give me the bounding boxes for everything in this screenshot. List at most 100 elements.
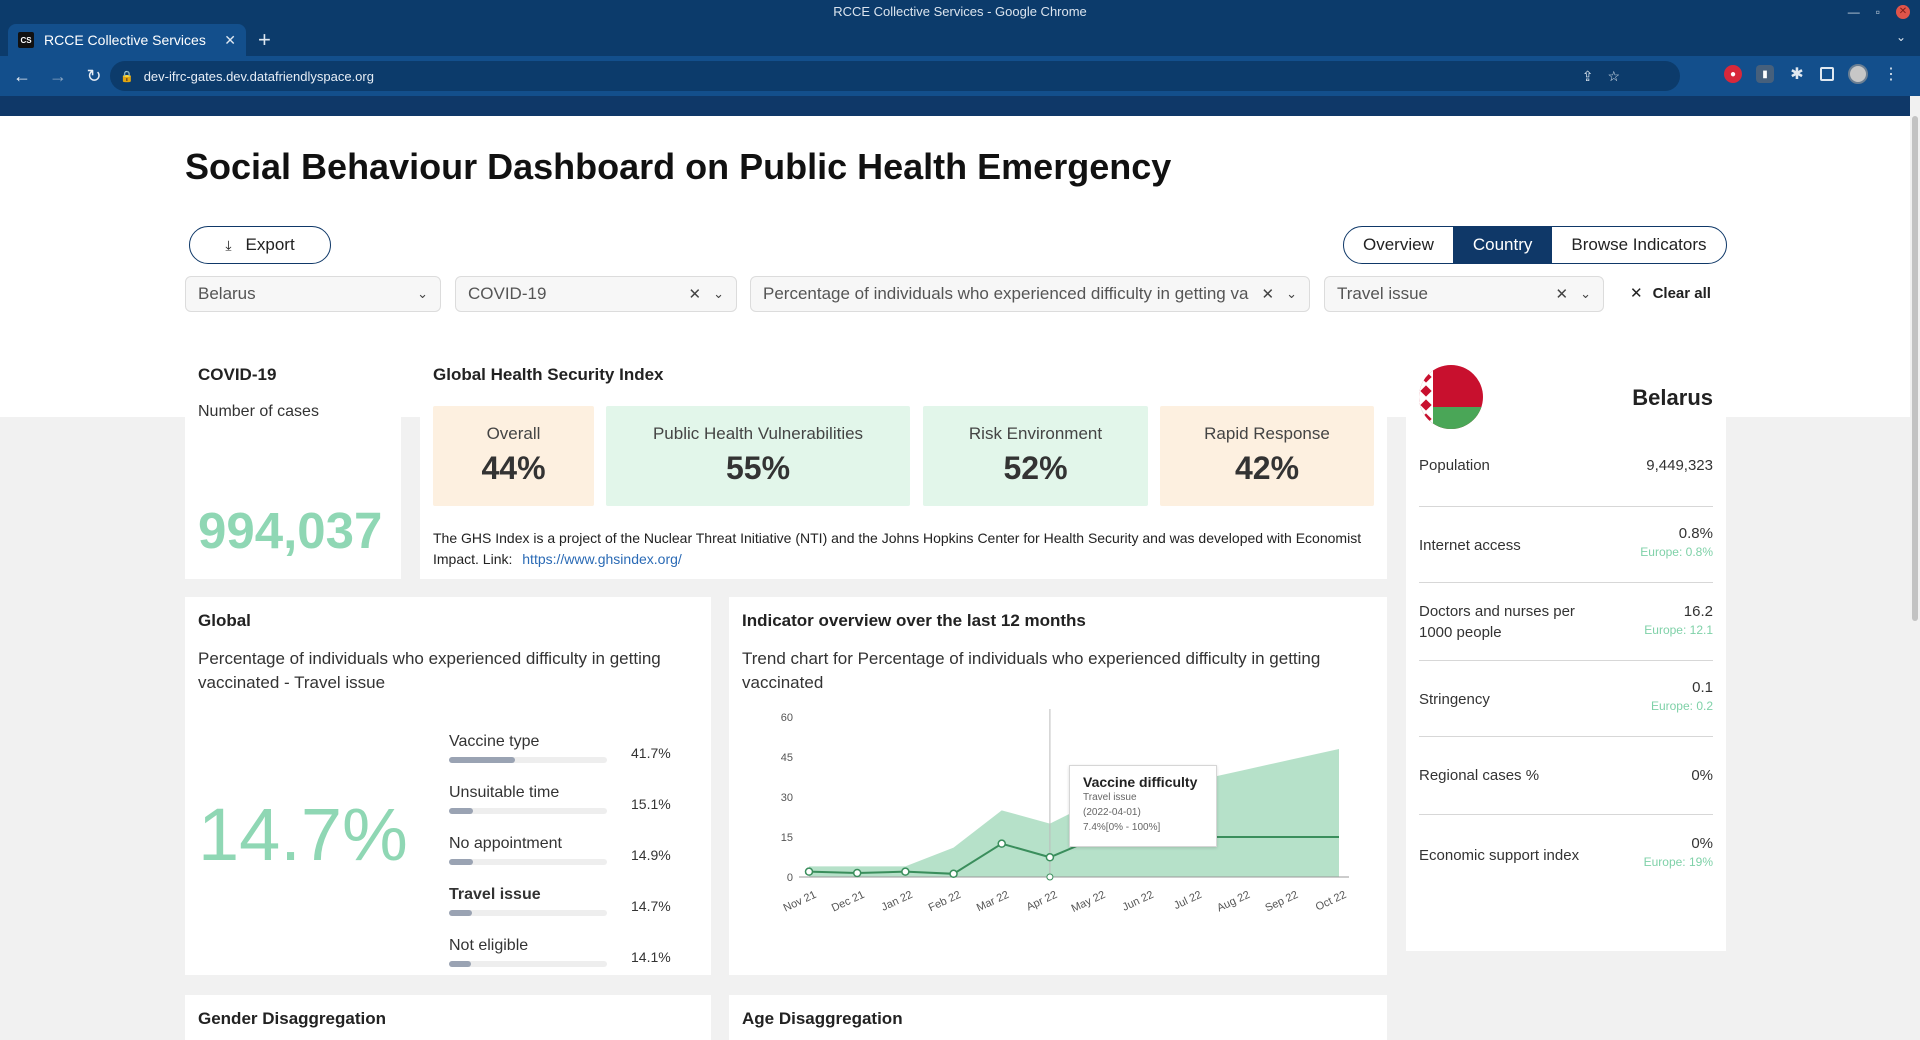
chevron-down-icon[interactable]: ⌄	[417, 286, 428, 301]
subvariable-select[interactable]: Travel issue ✕ ⌄	[1324, 276, 1604, 312]
forward-icon[interactable]: →	[49, 65, 67, 86]
close-window-icon[interactable]: ✕	[1896, 5, 1910, 19]
age-card-title: Age Disaggregation	[742, 1009, 903, 1028]
bar-track	[449, 859, 607, 865]
back-icon[interactable]: ←	[13, 65, 31, 86]
gender-card-title: Gender Disaggregation	[198, 1009, 386, 1028]
ghs-tile-value: 52%	[1003, 450, 1068, 486]
clear-emergency-icon[interactable]: ✕	[688, 286, 702, 303]
ghs-tile-risk-environment: Risk Environment 52%	[923, 406, 1148, 506]
tab-overview[interactable]: Overview	[1344, 227, 1454, 263]
country-select[interactable]: Belarus ⌄	[185, 276, 441, 312]
covid-card-title: COVID-19	[198, 365, 277, 384]
bar-track	[449, 808, 607, 814]
tooltip-line: 7.4%[0% - 100%]	[1083, 822, 1161, 833]
side-panel-icon[interactable]	[1820, 67, 1834, 81]
extensions-puzzle-icon[interactable]: ✱	[1790, 66, 1804, 83]
bar-value: 14.1%	[631, 949, 671, 965]
bar-label: Not eligible	[449, 937, 529, 954]
country-row-economic-support: Economic support index 0% Europe: 19%	[1419, 815, 1713, 891]
address-bar[interactable]: 🔒 dev-ifrc-gates.dev.datafriendlyspace.o…	[110, 61, 1680, 91]
bar-label: No appointment	[449, 835, 562, 852]
clear-all-button[interactable]: ✕ Clear all	[1630, 284, 1711, 302]
bookmark-star-icon[interactable]: ☆	[1607, 67, 1620, 84]
country-row-internet: Internet access 0.8% Europe: 0.8%	[1419, 507, 1713, 583]
bar-value: 14.7%	[631, 898, 671, 914]
view-tabs: Overview Country Browse Indicators	[1343, 226, 1727, 264]
scrollbar-thumb[interactable]	[1912, 116, 1918, 621]
x-tick-label: Nov 21	[782, 889, 819, 915]
chevron-down-icon[interactable]: ⌄	[713, 286, 724, 301]
row-value: 9,449,323	[1646, 457, 1713, 474]
ghs-tile-value: 44%	[481, 450, 546, 486]
extension-red-icon[interactable]: ●	[1724, 65, 1742, 83]
data-point	[949, 869, 958, 879]
bar-track	[449, 910, 607, 916]
x-tick-label: May 22	[1070, 889, 1108, 915]
chevron-down-icon[interactable]: ⌄	[1580, 286, 1591, 301]
covid-cases-card: COVID-19 Number of cases 994,037	[185, 351, 401, 579]
line-series	[808, 836, 1339, 875]
ghs-tile-label: Public Health Vulnerabilities	[652, 424, 864, 443]
ghs-tile-label: Risk Environment	[968, 424, 1103, 443]
y-tick-label: 15	[781, 832, 793, 844]
data-point	[1046, 873, 1054, 881]
data-point	[997, 839, 1006, 848]
bar-fill	[449, 859, 473, 865]
restore-icon[interactable]: ▫	[1875, 5, 1880, 19]
ghs-tile-label: Overall	[486, 424, 541, 443]
browser-tab[interactable]: CS RCCE Collective Services ✕	[8, 24, 246, 56]
window-controls: — ▫ ✕	[1848, 0, 1910, 24]
chevron-down-icon[interactable]: ⌄	[1286, 286, 1297, 301]
x-tick-label: Feb 22	[927, 889, 963, 914]
clear-indicator-icon[interactable]: ✕	[1261, 286, 1275, 303]
bar-fill	[449, 961, 472, 967]
belarus-flag-icon	[1419, 365, 1483, 429]
global-indicator-card: Global Percentage of individuals who exp…	[185, 597, 711, 975]
export-button[interactable]: ⤓ Export	[189, 226, 331, 264]
tab-search-icon[interactable]: ⌄	[1895, 30, 1906, 44]
x-tick-label: Apr 22	[1025, 889, 1059, 914]
y-tick-label: 0	[787, 872, 793, 884]
extension-shield-icon[interactable]: ▮	[1756, 65, 1774, 83]
tab-country[interactable]: Country	[1453, 227, 1553, 263]
indicator-select-value: Percentage of individuals who experience…	[763, 284, 1249, 303]
country-row-stringency: Stringency 0.1 Europe: 0.2	[1419, 661, 1713, 737]
clear-subvariable-icon[interactable]: ✕	[1555, 286, 1569, 303]
country-row-regional-cases: Regional cases % 0%	[1419, 737, 1713, 815]
x-tick-label: Jul 22	[1172, 889, 1204, 912]
y-tick-label: 60	[781, 712, 793, 724]
minimize-icon[interactable]: —	[1847, 5, 1860, 19]
menu-kebab-icon[interactable]: ⋮	[1883, 66, 1899, 83]
url-text[interactable]: dev-ifrc-gates.dev.datafriendlyspace.org	[143, 68, 374, 84]
window-title: RCCE Collective Services - Google Chrome	[833, 4, 1087, 19]
global-percentage: 14.7%	[198, 793, 408, 876]
row-label: Doctors and nurses per 1000 people	[1419, 603, 1575, 641]
extensions-area: ● ▮ ✱ ⋮	[1724, 64, 1900, 84]
reload-icon[interactable]: ↻	[86, 65, 102, 86]
trend-chart[interactable]: 0 15 30 45 60 Nov 21 Dec 21 Jan 22 Feb 22 Mar 22 A…	[729, 707, 1387, 975]
emergency-select[interactable]: COVID-19 ✕ ⌄	[455, 276, 737, 312]
new-tab-icon[interactable]: +	[258, 27, 271, 52]
data-point	[852, 868, 862, 878]
profile-avatar-icon[interactable]	[1848, 64, 1868, 84]
bar-fill	[449, 910, 473, 916]
x-tick-label: Jun 22	[1121, 889, 1156, 914]
bar-value: 41.7%	[631, 745, 671, 761]
share-icon[interactable]: ⇪	[1581, 67, 1594, 84]
ghs-link[interactable]: https://www.ghsindex.org/	[522, 551, 682, 567]
x-tick-label: Jan 22	[880, 889, 915, 914]
browser-toolbar: ← → ↻ 🔒 dev-ifrc-gates.dev.datafriendlys…	[0, 56, 1920, 96]
page-scrollbar[interactable]	[1910, 96, 1920, 1040]
bar-label: Travel issue	[449, 886, 541, 903]
ghs-tile-label: Rapid Response	[1204, 424, 1330, 443]
bar-value: 15.1%	[631, 796, 671, 812]
covid-case-count: 994,037	[198, 502, 383, 559]
tab-browse-indicators[interactable]: Browse Indicators	[1571, 235, 1707, 254]
lock-icon[interactable]: 🔒	[120, 70, 134, 83]
close-tab-icon[interactable]: ✕	[224, 31, 236, 48]
indicator-select[interactable]: Percentage of individuals who experience…	[750, 276, 1310, 312]
bar-fill	[449, 808, 473, 814]
list-item: No appointment 14.9%	[449, 835, 699, 883]
list-item: Not eligible 14.1%	[449, 937, 699, 975]
